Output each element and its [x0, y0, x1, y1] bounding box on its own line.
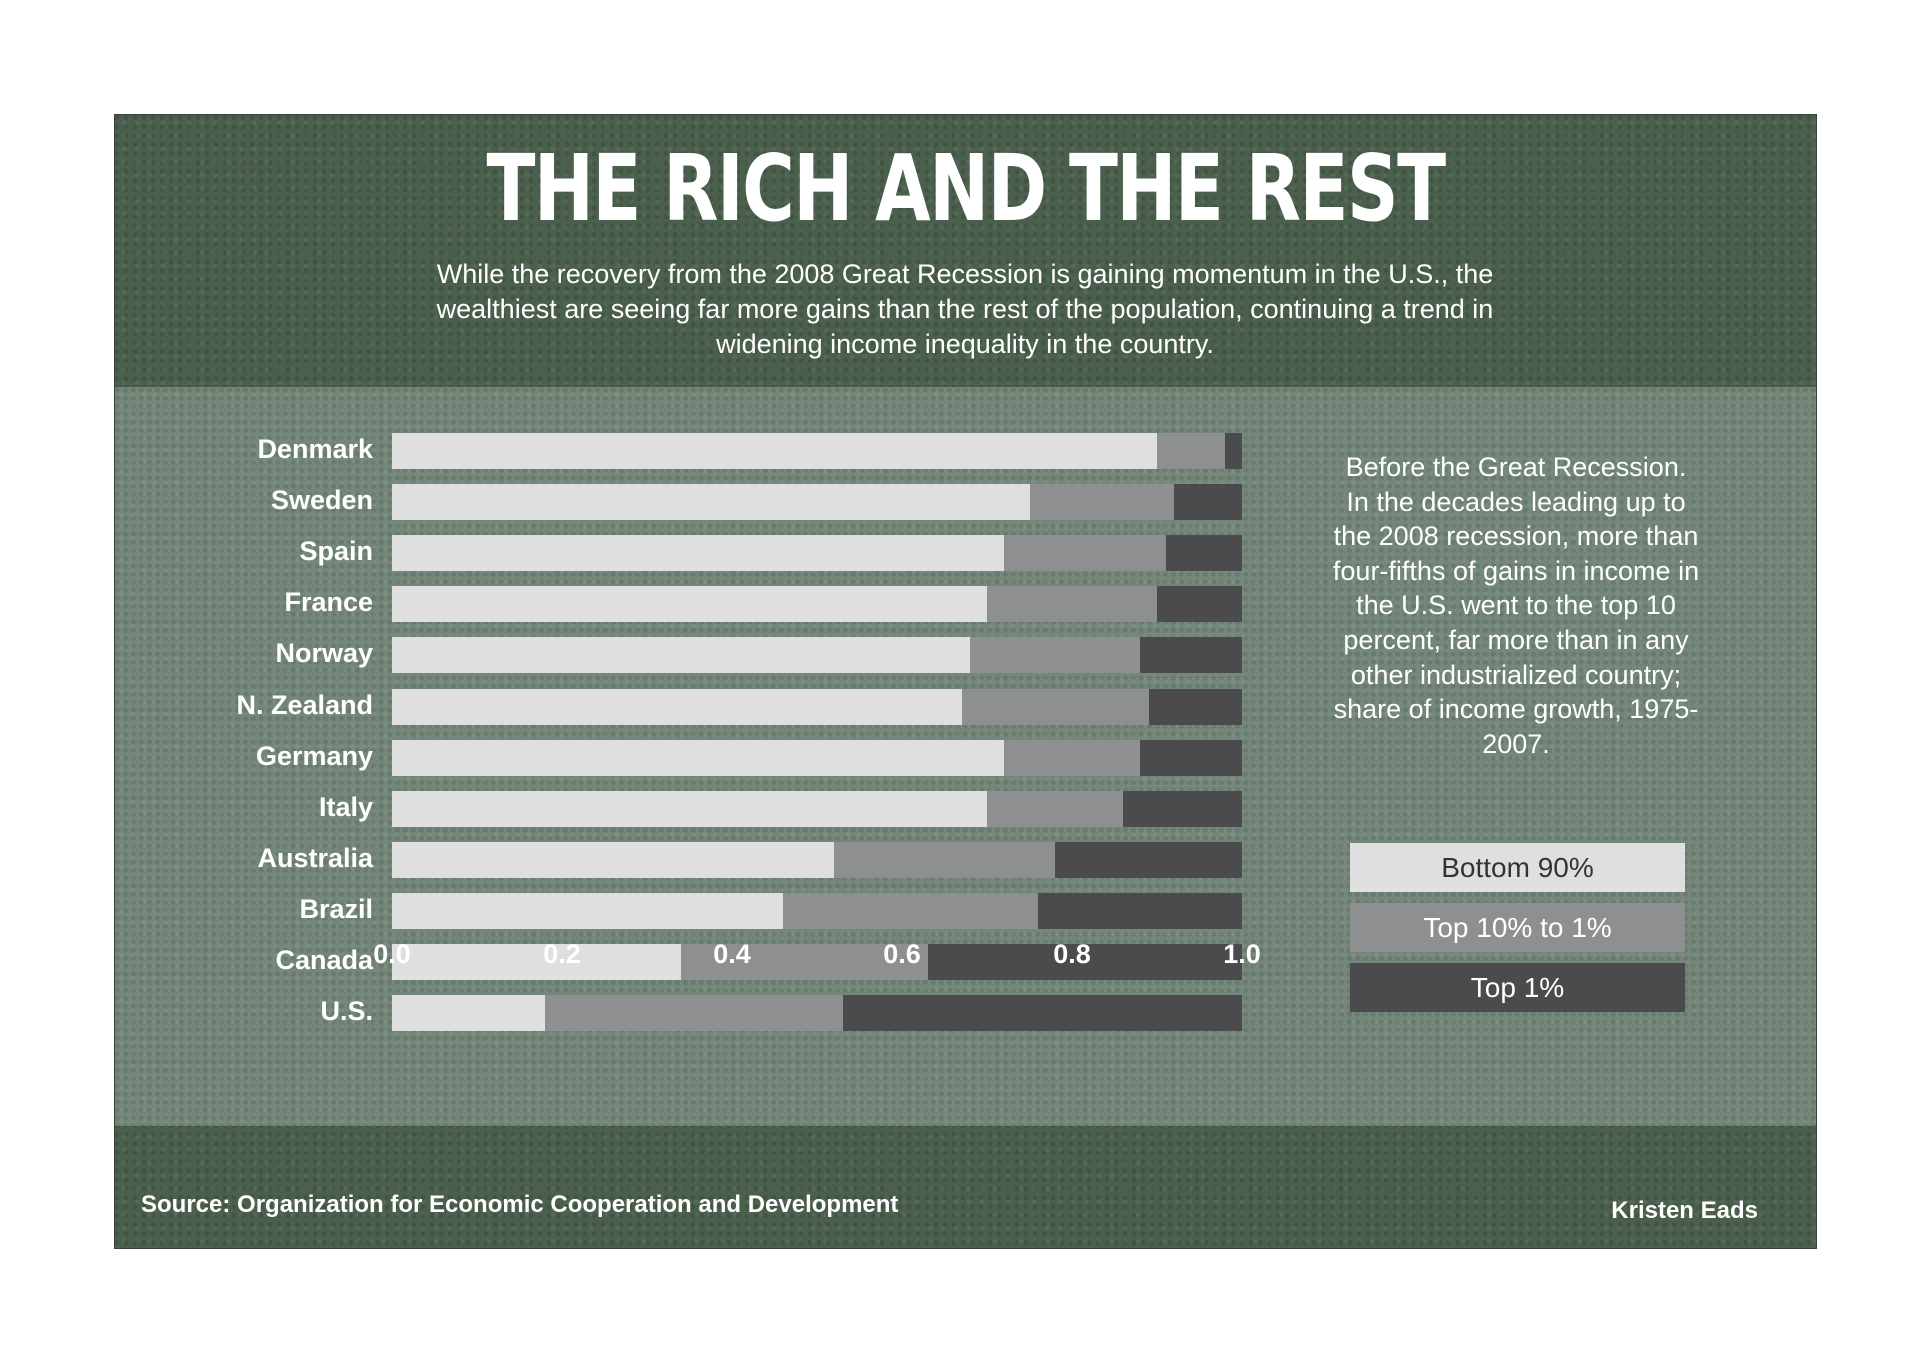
infographic-frame: THE RICH AND THE REST While the recovery…: [114, 114, 1817, 1249]
bar-segment-bottom-90: [392, 484, 1030, 521]
bar-segment-bottom-90: [392, 433, 1157, 469]
bar-segment-top-1: [1123, 790, 1242, 827]
bar-segment-top-1: [842, 995, 1242, 1032]
bar-segment-top-1: [927, 944, 1242, 980]
category-label: Germany: [255, 740, 373, 771]
bar-segment-top-10-to-1: [1004, 739, 1140, 776]
bar-segment-bottom-90: [392, 637, 970, 674]
bar-segment-bottom-90: [392, 944, 681, 980]
bar-segment-top-1: [1174, 484, 1242, 521]
category-label: Canada: [275, 945, 373, 975]
x-tick-label: 0.0: [373, 939, 411, 969]
bar-segment-top-10-to-1: [834, 841, 1055, 878]
category-label: N. Zealand: [236, 689, 373, 720]
bar-segment-bottom-90: [392, 841, 834, 878]
legend-item: Bottom 90%: [1350, 843, 1685, 892]
bar-segment-bottom-90: [392, 995, 545, 1032]
x-tick-label: 0.2: [543, 939, 581, 969]
bar-segment-top-10-to-1: [1029, 484, 1174, 521]
annotation-note: Before the Great Recession. In the decad…: [1332, 452, 1700, 759]
chart-subtitle: While the recovery from the 2008 Great R…: [436, 259, 1494, 359]
bar-segment-top-10-to-1: [1157, 433, 1225, 469]
category-label: Brazil: [299, 893, 373, 924]
category-label: Sweden: [270, 485, 373, 516]
category-label: France: [284, 587, 373, 618]
bar-segment-top-10-to-1: [783, 892, 1038, 929]
source-note: Source: Organization for Economic Cooper…: [141, 1191, 899, 1218]
category-label: Spain: [299, 536, 373, 567]
bar-segment-top-1: [1148, 688, 1242, 725]
bar-segment-top-1: [1165, 535, 1242, 572]
bar-segment-top-10-to-1: [1004, 535, 1166, 572]
category-label: Italy: [318, 791, 373, 822]
bar-segment-top-1: [1038, 892, 1242, 929]
author-credit: Kristen Eads: [1611, 1197, 1758, 1224]
bar-segment-top-10-to-1: [681, 944, 928, 980]
x-tick-label: 0.8: [1053, 939, 1091, 969]
category-label: Denmark: [257, 434, 373, 464]
bar-segment-bottom-90: [392, 739, 1004, 776]
bar-segment-top-1: [1140, 739, 1242, 776]
legend-item: Top 10% to 1%: [1350, 903, 1685, 952]
bar-segment-top-10-to-1: [970, 637, 1140, 674]
x-tick-label: 0.6: [883, 939, 921, 969]
bar-segment-top-10-to-1: [961, 688, 1149, 725]
category-label: U.S.: [320, 996, 373, 1027]
bar-segment-bottom-90: [392, 892, 783, 929]
bar-segment-bottom-90: [392, 688, 962, 725]
bar-segment-top-1: [1055, 841, 1242, 878]
bar-segment-top-10-to-1: [987, 586, 1157, 623]
bar-segment-bottom-90: [392, 586, 987, 623]
legend-item: Top 1%: [1350, 963, 1685, 1012]
bar-segment-bottom-90: [392, 790, 987, 827]
category-label: Norway: [275, 638, 373, 669]
x-tick-label: 1.0: [1223, 939, 1261, 969]
chart-title: THE RICH AND THE REST: [486, 135, 1447, 242]
bar-segment-top-1: [1140, 637, 1242, 674]
bar-segment-top-1: [1225, 433, 1242, 469]
bar-segment-top-10-to-1: [987, 790, 1123, 827]
bar-segment-bottom-90: [392, 535, 1004, 572]
category-label: Australia: [257, 842, 373, 873]
bar-segment-top-1: [1157, 586, 1242, 623]
x-tick-label: 0.4: [713, 939, 751, 969]
bar-segment-top-10-to-1: [545, 995, 843, 1032]
